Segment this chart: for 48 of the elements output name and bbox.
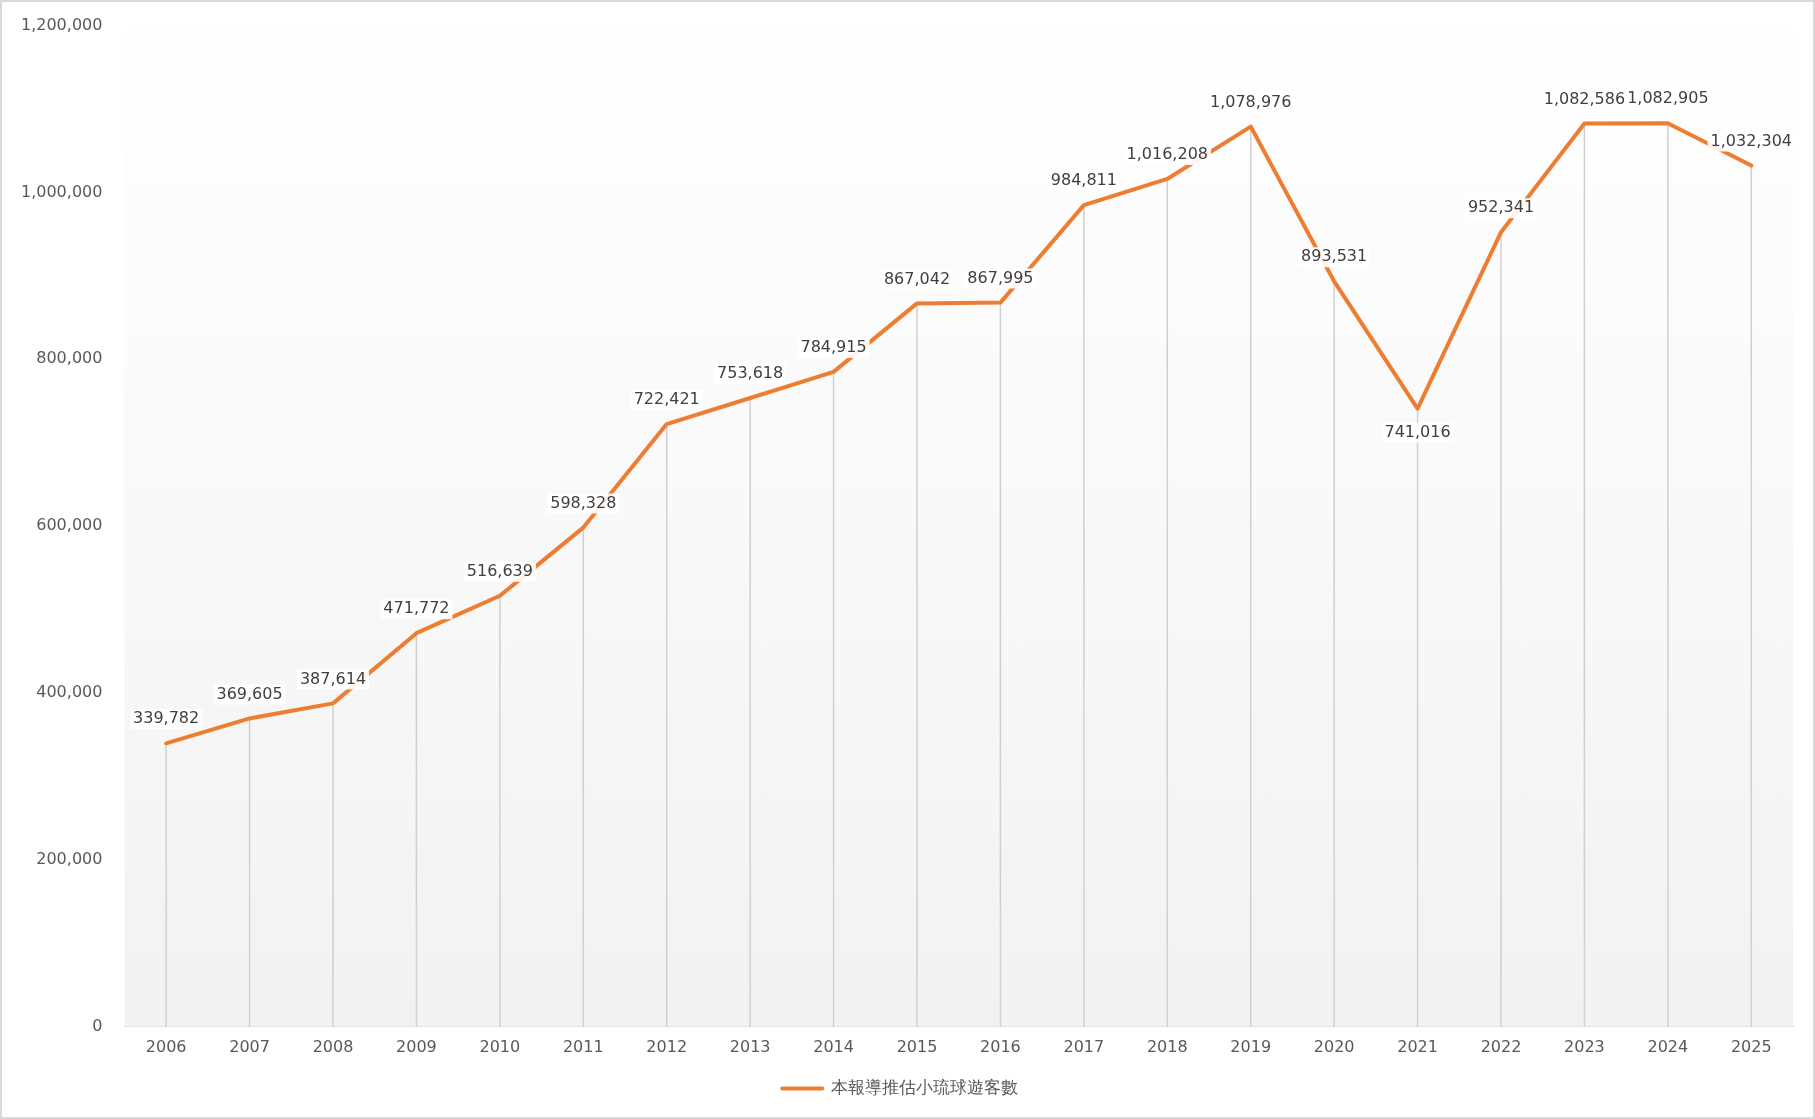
- x-tick-label: 2007: [229, 1036, 270, 1056]
- y-tick-label: 600,000: [36, 515, 103, 535]
- x-tick-label: 2025: [1730, 1036, 1772, 1056]
- x-tick-label: 2024: [1647, 1036, 1689, 1056]
- x-tick-label: 2021: [1397, 1036, 1438, 1056]
- data-label: 1,078,976: [1210, 91, 1292, 111]
- data-label: 387,614: [299, 668, 367, 688]
- x-tick-label: 2010: [479, 1036, 521, 1056]
- legend-label: 本報導推估小琉球遊客數: [830, 1076, 1018, 1097]
- data-label: 753,618: [717, 363, 784, 383]
- data-label: 984,811: [1050, 170, 1117, 190]
- x-tick-label: 2016: [980, 1036, 1021, 1056]
- y-tick-label: 1,000,000: [20, 181, 103, 201]
- x-tick-label: 2015: [896, 1036, 938, 1056]
- data-label: 339,782: [133, 708, 200, 728]
- data-label: 1,016,208: [1126, 144, 1208, 164]
- x-tick-label: 2013: [729, 1036, 771, 1056]
- x-tick-label: 2012: [646, 1036, 688, 1056]
- x-tick-label: 2017: [1063, 1036, 1105, 1056]
- x-tick-label: 2009: [396, 1036, 437, 1056]
- data-label: 867,042: [883, 268, 951, 288]
- y-tick-label: 800,000: [36, 348, 103, 368]
- data-label: 867,995: [967, 267, 1034, 287]
- y-tick-label: 400,000: [36, 682, 103, 702]
- data-label: 893,531: [1301, 246, 1368, 266]
- x-tick-label: 2023: [1564, 1036, 1605, 1056]
- data-label: 722,421: [633, 389, 700, 409]
- x-tick-label: 2019: [1230, 1036, 1272, 1056]
- x-tick-label: 2008: [312, 1036, 354, 1056]
- x-tick-label: 2006: [145, 1036, 187, 1056]
- y-tick-label: 0: [92, 1015, 103, 1035]
- data-label: 1,082,905: [1627, 88, 1709, 108]
- data-label: 784,915: [800, 337, 867, 357]
- data-label: 1,032,304: [1710, 130, 1792, 150]
- y-tick-label: 1,200,000: [20, 14, 103, 34]
- data-label: 598,328: [550, 492, 617, 512]
- data-label: 369,605: [216, 683, 283, 703]
- x-tick-label: 2011: [562, 1036, 604, 1056]
- x-tick-label: 2018: [1146, 1036, 1188, 1056]
- x-tick-label: 2020: [1313, 1036, 1355, 1056]
- data-label: 952,341: [1467, 197, 1535, 217]
- data-label: 516,639: [466, 560, 533, 580]
- data-label: 471,772: [383, 598, 450, 618]
- x-tick-label: 2014: [813, 1036, 854, 1056]
- data-label: 741,016: [1384, 421, 1451, 441]
- x-tick-label: 2022: [1480, 1036, 1522, 1056]
- y-tick-label: 200,000: [36, 849, 103, 869]
- data-label: 1,082,586: [1543, 88, 1626, 108]
